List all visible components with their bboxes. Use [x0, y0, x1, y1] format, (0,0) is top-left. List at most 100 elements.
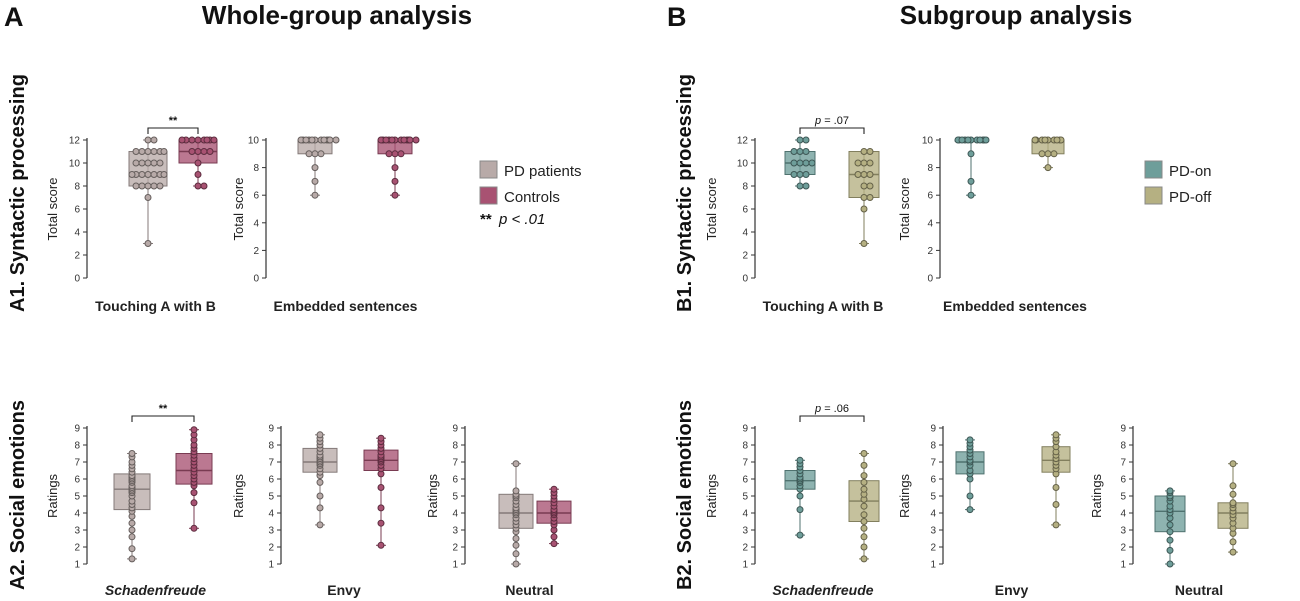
box-pd-patients — [297, 136, 340, 199]
data-point — [210, 136, 218, 144]
legend-pd-patients: PD patients — [479, 160, 582, 180]
panel-b-title: Subgroup analysis — [900, 0, 1133, 30]
y-tick-label: 5 — [74, 492, 80, 503]
data-point — [144, 148, 152, 155]
y-tick-label: 2 — [74, 251, 80, 262]
y-tick-label: 6 — [452, 475, 458, 486]
data-point — [388, 136, 396, 144]
data-point — [190, 524, 198, 532]
data-point — [860, 524, 868, 532]
data-point — [860, 511, 868, 519]
y-tick-label: 8 — [1120, 441, 1126, 452]
data-point — [796, 182, 804, 190]
data-point — [1044, 164, 1052, 172]
data-point — [1166, 521, 1174, 529]
panel-b-letter: B — [667, 2, 687, 32]
y-tick-label: 9 — [74, 424, 80, 435]
data-point — [796, 506, 804, 514]
data-point — [790, 148, 798, 155]
x-axis-label: Embedded sentences — [943, 298, 1087, 314]
data-point — [200, 182, 208, 190]
y-tick-label: 8 — [452, 441, 458, 452]
data-point — [860, 533, 868, 541]
data-point — [860, 518, 868, 525]
data-point — [1053, 136, 1061, 144]
data-point — [860, 240, 868, 247]
data-point — [860, 478, 868, 486]
y-tick-label: 7 — [74, 458, 80, 469]
data-point — [400, 136, 408, 144]
data-point — [854, 159, 862, 167]
y-tick-label: 10 — [737, 159, 749, 170]
y-tick-label: 6 — [1120, 475, 1126, 486]
data-point — [550, 485, 558, 493]
data-point — [866, 148, 874, 155]
data-point — [190, 426, 198, 434]
data-point — [317, 150, 325, 158]
data-point — [326, 136, 334, 144]
data-point — [512, 487, 520, 495]
data-point — [194, 171, 202, 178]
y-tick-label: 2 — [74, 543, 80, 554]
x-axis-label: Schadenfreude — [772, 582, 873, 598]
panel-a-letter: A — [4, 2, 24, 32]
legend-significance: ** p < .01 — [480, 211, 545, 228]
y-tick-label: 5 — [930, 492, 936, 503]
chart-1-touching-a-with-b: 0 2 4 6 8 10 12 Total score Touching A with B ** — [45, 115, 218, 314]
data-point — [1166, 546, 1174, 554]
data-point — [305, 150, 313, 158]
box-controls — [175, 426, 213, 532]
data-point — [860, 171, 868, 178]
significance-p-symbol: p — [814, 403, 821, 415]
data-point — [377, 541, 385, 549]
y-tick-label: 9 — [930, 424, 936, 435]
legend-pd-on: PD-on — [1144, 160, 1212, 180]
data-point — [1166, 487, 1174, 495]
data-point — [1229, 499, 1237, 507]
data-point — [194, 136, 202, 144]
data-point — [860, 148, 868, 155]
data-point — [808, 159, 816, 167]
data-point — [377, 434, 385, 442]
data-point — [790, 171, 798, 178]
box-pd-patients — [113, 450, 151, 563]
x-axis-label: Touching A with B — [763, 298, 884, 314]
y-tick-label: 1 — [930, 560, 936, 571]
data-point — [160, 148, 168, 155]
bracket-line — [799, 127, 865, 134]
y-tick-label: 8 — [253, 163, 259, 174]
chart-10-neutral: 1 2 3 4 5 6 7 8 9 Ratings Neutral — [1089, 424, 1249, 598]
data-point — [203, 136, 211, 144]
box-pd-off — [1041, 431, 1071, 529]
chart-6-touching-a-with-b: 0 2 4 6 8 10 12 Total score Touching A with B p =… — [704, 115, 883, 314]
data-point — [391, 191, 399, 199]
legend-swatch-pd-off — [1144, 186, 1163, 205]
data-point — [128, 450, 136, 457]
data-point — [412, 136, 420, 144]
data-point — [1050, 150, 1058, 158]
data-point — [1229, 548, 1237, 556]
data-point — [132, 182, 140, 190]
significance-p-value: = .06 — [821, 403, 849, 415]
data-point — [406, 136, 414, 144]
y-tick-label: 12 — [69, 136, 81, 147]
data-point — [391, 164, 399, 172]
y-tick-label: 2 — [930, 543, 936, 554]
data-point — [512, 460, 520, 468]
chart-9-envy: 1 2 3 4 5 6 7 8 9 Ratings Envy — [897, 424, 1071, 598]
data-point — [128, 545, 136, 553]
y-tick-label: 8 — [927, 163, 933, 174]
data-point — [206, 148, 214, 155]
y-tick-label: 8 — [268, 441, 274, 452]
y-axis-label: Ratings — [45, 473, 60, 518]
data-point — [144, 159, 152, 167]
y-tick-label: 8 — [742, 182, 748, 193]
data-point — [550, 533, 558, 541]
y-tick-label: 4 — [930, 509, 936, 520]
y-tick-label: 12 — [737, 136, 749, 147]
data-point — [967, 191, 975, 199]
y-axis-label: Ratings — [897, 473, 912, 518]
y-tick-label: 6 — [253, 191, 259, 202]
box-controls — [377, 136, 420, 199]
data-point — [150, 159, 158, 167]
